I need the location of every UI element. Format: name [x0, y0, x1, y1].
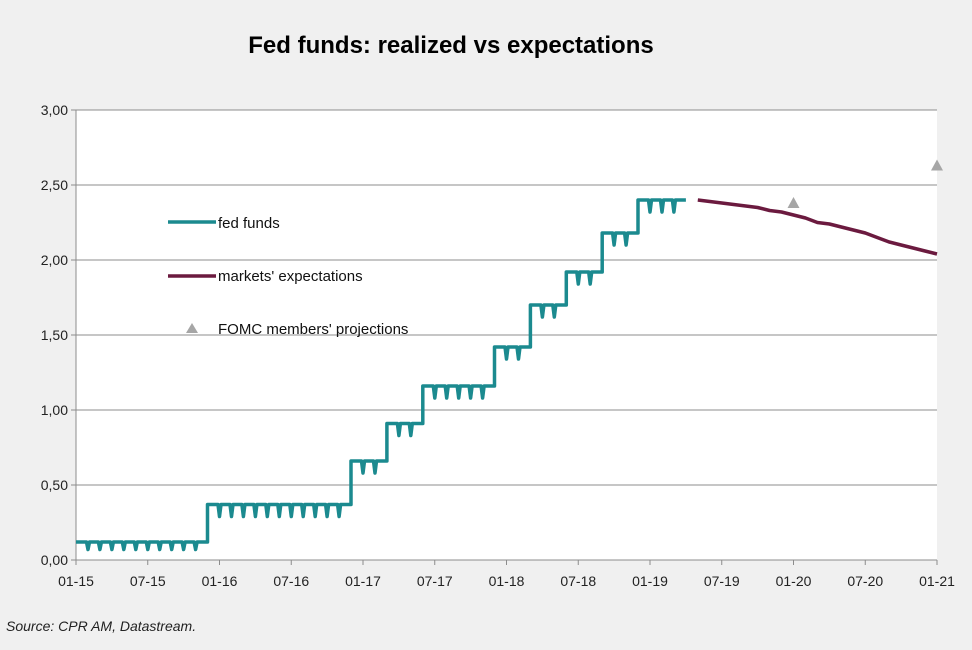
y-tick-label: 3,00	[41, 102, 68, 118]
y-tick-label: 1,50	[41, 327, 68, 343]
source-note: Source: CPR AM, Datastream.	[6, 618, 197, 634]
x-tick-label: 07-20	[847, 573, 883, 589]
chart-title: Fed funds: realized vs expectations	[248, 32, 654, 59]
x-tick-label: 01-15	[58, 573, 94, 589]
legend: fed funds markets' expectations FOMC mem…	[168, 215, 408, 338]
legend-label-fed-funds: fed funds	[218, 215, 280, 232]
x-tick-label: 01-19	[632, 573, 668, 589]
y-tick-label: 2,50	[41, 177, 68, 193]
legend-swatch-fomc-triangle	[186, 323, 198, 333]
series	[76, 159, 943, 552]
fomc-projection-point	[931, 159, 943, 171]
x-axis-ticks: 01-15 07-15 01-16 07-16 01-17 07-17 01-18 07-18…	[58, 560, 955, 589]
gridlines	[76, 109, 937, 486]
x-tick-label: 07-16	[273, 573, 309, 589]
x-tick-label: 01-18	[489, 573, 525, 589]
legend-label-markets-expectations: markets' expectations	[218, 268, 363, 285]
x-tick-label: 01-16	[202, 573, 238, 589]
fomc-projection-point	[787, 197, 800, 208]
x-tick-label: 07-19	[704, 573, 740, 589]
series-line-fed-funds	[76, 198, 686, 552]
x-tick-label: 01-17	[345, 573, 381, 589]
y-axis-ticks: 0,00 0,50 1,00 1,50 2,00 2,50 3,00	[41, 102, 76, 568]
x-tick-label: 07-18	[560, 573, 596, 589]
y-tick-label: 1,00	[41, 402, 68, 418]
x-tick-label: 07-17	[417, 573, 453, 589]
y-tick-label: 0,50	[41, 477, 68, 493]
y-tick-label: 0,00	[41, 552, 68, 568]
y-tick-label: 2,00	[41, 252, 68, 268]
x-tick-label: 01-21	[919, 573, 955, 589]
x-tick-label: 07-15	[130, 573, 166, 589]
legend-label-fomc-projections: FOMC members' projections	[218, 321, 408, 338]
x-tick-label: 01-20	[776, 573, 812, 589]
series-line-markets-expectations	[697, 198, 938, 256]
